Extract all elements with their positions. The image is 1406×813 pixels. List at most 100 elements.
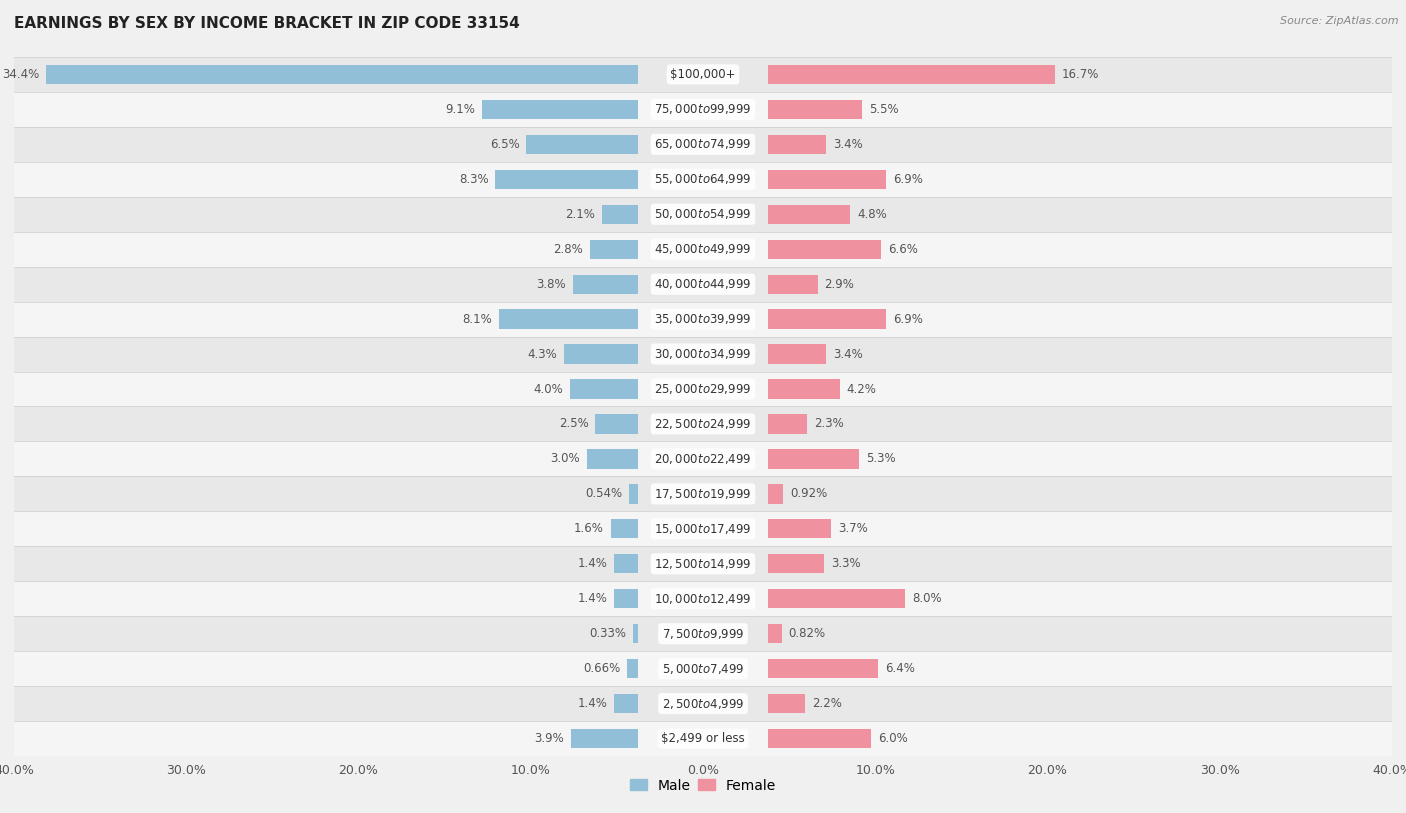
Bar bbox=[14, 337, 1392, 372]
Text: 3.4%: 3.4% bbox=[832, 138, 863, 150]
Bar bbox=[14, 581, 1392, 616]
Text: 6.9%: 6.9% bbox=[893, 313, 924, 325]
Bar bbox=[614, 694, 638, 713]
Text: 0.54%: 0.54% bbox=[585, 488, 623, 500]
Bar bbox=[614, 589, 638, 608]
Bar bbox=[14, 127, 1392, 162]
Text: $35,000 to $39,999: $35,000 to $39,999 bbox=[654, 312, 752, 326]
Text: 4.8%: 4.8% bbox=[858, 208, 887, 220]
Text: 16.7%: 16.7% bbox=[1062, 68, 1099, 80]
Text: 5.5%: 5.5% bbox=[869, 103, 898, 115]
Bar bbox=[768, 450, 859, 468]
Text: $12,500 to $14,999: $12,500 to $14,999 bbox=[654, 557, 752, 571]
Bar bbox=[614, 554, 638, 573]
Text: 3.8%: 3.8% bbox=[537, 278, 567, 290]
Text: $15,000 to $17,499: $15,000 to $17,499 bbox=[654, 522, 752, 536]
Text: 1.4%: 1.4% bbox=[578, 558, 607, 570]
Bar bbox=[482, 100, 638, 119]
Bar bbox=[14, 546, 1392, 581]
Text: 1.4%: 1.4% bbox=[578, 698, 607, 710]
Text: 1.4%: 1.4% bbox=[578, 593, 607, 605]
Text: 6.0%: 6.0% bbox=[877, 733, 907, 745]
Bar bbox=[768, 624, 782, 643]
Bar bbox=[633, 624, 638, 643]
Bar bbox=[574, 275, 638, 293]
Bar bbox=[586, 450, 638, 468]
Bar bbox=[14, 406, 1392, 441]
Text: 5.3%: 5.3% bbox=[866, 453, 896, 465]
Text: 2.8%: 2.8% bbox=[554, 243, 583, 255]
Bar bbox=[14, 232, 1392, 267]
Text: $20,000 to $22,499: $20,000 to $22,499 bbox=[654, 452, 752, 466]
Text: 3.0%: 3.0% bbox=[550, 453, 579, 465]
Bar bbox=[768, 345, 827, 363]
Text: 4.2%: 4.2% bbox=[846, 383, 877, 395]
Text: $22,500 to $24,999: $22,500 to $24,999 bbox=[654, 417, 752, 431]
Text: $75,000 to $99,999: $75,000 to $99,999 bbox=[654, 102, 752, 116]
Bar bbox=[628, 485, 638, 503]
Text: $10,000 to $12,499: $10,000 to $12,499 bbox=[654, 592, 752, 606]
Bar bbox=[571, 729, 638, 748]
Text: 0.66%: 0.66% bbox=[583, 663, 620, 675]
Text: 8.1%: 8.1% bbox=[463, 313, 492, 325]
Bar bbox=[14, 267, 1392, 302]
Bar bbox=[610, 520, 638, 538]
Text: $40,000 to $44,999: $40,000 to $44,999 bbox=[654, 277, 752, 291]
Text: $30,000 to $34,999: $30,000 to $34,999 bbox=[654, 347, 752, 361]
Text: 3.9%: 3.9% bbox=[534, 733, 564, 745]
Bar bbox=[569, 380, 638, 398]
Text: $65,000 to $74,999: $65,000 to $74,999 bbox=[654, 137, 752, 151]
Text: 6.5%: 6.5% bbox=[489, 138, 520, 150]
Text: 6.6%: 6.6% bbox=[889, 243, 918, 255]
Text: 6.9%: 6.9% bbox=[893, 173, 924, 185]
Bar bbox=[14, 162, 1392, 197]
Bar bbox=[768, 205, 851, 224]
Text: $5,000 to $7,499: $5,000 to $7,499 bbox=[662, 662, 744, 676]
Text: 2.1%: 2.1% bbox=[565, 208, 595, 220]
Bar bbox=[768, 589, 905, 608]
Bar bbox=[14, 441, 1392, 476]
Bar bbox=[627, 659, 638, 678]
Legend: Male, Female: Male, Female bbox=[624, 773, 782, 798]
Bar bbox=[768, 135, 827, 154]
Bar bbox=[768, 170, 886, 189]
Text: 3.4%: 3.4% bbox=[832, 348, 863, 360]
Bar bbox=[768, 520, 831, 538]
Text: 6.4%: 6.4% bbox=[884, 663, 914, 675]
Bar bbox=[595, 415, 638, 433]
Text: $25,000 to $29,999: $25,000 to $29,999 bbox=[654, 382, 752, 396]
Bar bbox=[768, 310, 886, 328]
Bar bbox=[768, 485, 783, 503]
Bar bbox=[14, 616, 1392, 651]
Text: 4.3%: 4.3% bbox=[527, 348, 557, 360]
Bar bbox=[499, 310, 638, 328]
Bar bbox=[768, 554, 824, 573]
Bar bbox=[768, 694, 806, 713]
Text: Source: ZipAtlas.com: Source: ZipAtlas.com bbox=[1281, 16, 1399, 26]
Text: $2,499 or less: $2,499 or less bbox=[661, 733, 745, 745]
Bar bbox=[14, 57, 1392, 92]
Text: $50,000 to $54,999: $50,000 to $54,999 bbox=[654, 207, 752, 221]
Bar bbox=[768, 100, 862, 119]
Text: 2.9%: 2.9% bbox=[824, 278, 855, 290]
Text: $2,500 to $4,999: $2,500 to $4,999 bbox=[662, 697, 744, 711]
Bar bbox=[14, 92, 1392, 127]
Text: $7,500 to $9,999: $7,500 to $9,999 bbox=[662, 627, 744, 641]
Bar bbox=[768, 275, 817, 293]
Bar bbox=[768, 240, 882, 259]
Bar bbox=[14, 197, 1392, 232]
Text: 8.0%: 8.0% bbox=[912, 593, 942, 605]
Text: $17,500 to $19,999: $17,500 to $19,999 bbox=[654, 487, 752, 501]
Text: 3.7%: 3.7% bbox=[838, 523, 868, 535]
Bar bbox=[14, 721, 1392, 756]
Bar bbox=[14, 372, 1392, 406]
Text: 0.33%: 0.33% bbox=[589, 628, 626, 640]
Bar bbox=[564, 345, 638, 363]
Text: 2.3%: 2.3% bbox=[814, 418, 844, 430]
Bar bbox=[14, 476, 1392, 511]
Text: 0.92%: 0.92% bbox=[790, 488, 828, 500]
Text: 2.2%: 2.2% bbox=[813, 698, 842, 710]
Bar bbox=[495, 170, 638, 189]
Bar bbox=[768, 729, 870, 748]
Text: $100,000+: $100,000+ bbox=[671, 68, 735, 80]
